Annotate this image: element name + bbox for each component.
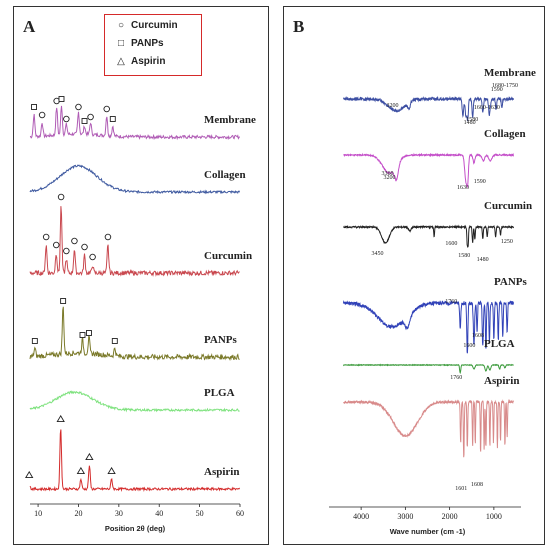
circle-marker-icon: ○	[117, 20, 125, 31]
band-annotation: 1600-1630	[474, 105, 500, 111]
xrd-trace-membrane	[29, 105, 241, 141]
square-peak-marker	[60, 298, 67, 304]
triangle-peak-marker	[107, 466, 116, 475]
series-label-panps: PANPs	[204, 334, 238, 346]
x-tick-label: 60	[236, 509, 244, 518]
xrd-trace-collagen	[29, 164, 241, 195]
circle-peak-marker	[63, 247, 70, 255]
series-label-curcumin: Curcumin	[204, 250, 252, 262]
band-annotation: 1608	[472, 333, 484, 339]
triangle-peak-marker	[85, 452, 94, 461]
square-peak-marker	[79, 332, 86, 338]
band-annotation: 1630	[457, 185, 469, 191]
circle-peak-marker	[42, 233, 50, 241]
series-label-curcumin: Curcumin	[484, 200, 532, 212]
square-marker-icon: □	[117, 38, 125, 49]
circle-peak-marker	[71, 237, 78, 245]
panel-label-b: B	[293, 17, 305, 36]
series-label-membrane: Membrane	[484, 67, 536, 79]
band-annotation: 3360	[381, 171, 393, 177]
series-label-collagen: Collagen	[204, 169, 246, 181]
x-tick-label: 4000	[353, 512, 369, 521]
band-annotation: 1590	[491, 87, 503, 93]
triangle-peak-marker	[76, 466, 86, 475]
series-label-aspirin: Aspirin	[484, 375, 519, 387]
xrd-trace-panps	[29, 306, 240, 362]
square-peak-marker	[58, 96, 65, 102]
circle-peak-marker	[63, 115, 70, 123]
x-axis-title: Position 2θ (deg)	[105, 524, 166, 533]
ftir-chart: Membrane32001680-175015901600-1630158014…	[329, 67, 536, 536]
band-annotation: 1760	[445, 299, 457, 305]
xrd-panel: A ○ Curcumin □ PANPs △ Aspirin Membrane Coll…	[13, 6, 269, 545]
triangle-peak-marker	[56, 414, 65, 423]
x-tick-label: 50	[196, 509, 204, 518]
xrd-trace-curcumin	[29, 206, 240, 277]
panel-label-a: A	[23, 17, 36, 36]
band-annotation: 1600	[463, 343, 475, 349]
circle-peak-marker	[89, 253, 96, 261]
square-peak-marker	[86, 330, 92, 336]
legend-item-curcumin: ○ Curcumin	[115, 19, 178, 33]
band-annotation: 1250	[501, 239, 513, 245]
x-axis-title: Wave number (cm -1)	[390, 527, 466, 536]
circle-peak-marker	[75, 103, 82, 111]
band-annotation: 1480	[477, 257, 489, 263]
circle-peak-marker	[57, 193, 65, 201]
ftir-trace-collagen	[343, 152, 515, 189]
band-annotation: 1590	[474, 179, 486, 185]
band-annotation: 1680-1750	[492, 83, 518, 89]
circle-peak-marker	[81, 243, 88, 251]
series-label-collagen: Collagen	[484, 128, 526, 140]
square-peak-marker	[31, 104, 37, 110]
ftir-trace-membrane	[342, 95, 515, 122]
ftir-trace-panps	[342, 299, 515, 354]
legend-item-aspirin: △ Aspirin	[115, 55, 165, 69]
square-peak-marker	[81, 118, 88, 124]
band-annotation: 1608	[471, 482, 483, 488]
legend-item-panps: □ PANPs	[115, 37, 164, 51]
series-label-panps: PANPs	[494, 276, 528, 288]
series-label-plga: PLGA	[484, 338, 515, 350]
x-tick-label: 1000	[486, 512, 502, 521]
band-annotation: 3200	[387, 103, 399, 109]
triangle-peak-marker	[25, 470, 34, 479]
band-annotation: 1480	[464, 120, 476, 126]
band-annotation: 1760	[450, 375, 462, 381]
circle-peak-marker	[87, 113, 94, 121]
x-tick-label: 2000	[442, 512, 458, 521]
circle-peak-marker	[104, 233, 112, 241]
square-peak-marker	[109, 116, 116, 122]
series-label-aspirin: Aspirin	[204, 466, 239, 478]
band-annotation: 3450	[371, 251, 383, 257]
circle-peak-marker	[38, 111, 46, 119]
x-tick-label: 30	[115, 509, 123, 518]
ftir-trace-plga	[342, 363, 514, 375]
circle-peak-marker	[53, 241, 60, 249]
square-peak-marker	[31, 338, 38, 344]
xrd-trace-plga	[29, 390, 240, 413]
x-tick-label: 40	[155, 509, 163, 518]
band-annotation: 3200	[384, 175, 396, 181]
ftir-trace-curcumin	[343, 224, 515, 248]
ftir-trace-aspirin	[343, 399, 515, 458]
series-label-plga: PLGA	[204, 387, 235, 399]
xrd-trace-aspirin	[29, 429, 241, 493]
x-tick-label: 3000	[397, 512, 413, 521]
band-annotation: 1580	[458, 253, 470, 259]
series-label-membrane: Membrane	[204, 114, 256, 126]
circle-peak-marker	[103, 105, 110, 113]
ftir-panel: B Membrane 3200 1680-1750 1590 1600-1630 1580…	[283, 6, 545, 545]
band-annotation: 1600	[445, 241, 457, 247]
band-annotation: 1580	[466, 117, 478, 123]
x-tick-label: 10	[34, 509, 42, 518]
band-annotation: 1601	[455, 486, 467, 492]
x-tick-label: 20	[74, 509, 82, 518]
square-peak-marker	[111, 338, 118, 344]
legend: ○ Curcumin □ PANPs △ Aspirin	[104, 14, 202, 76]
xrd-chart: Membrane Collagen Curcumin PANPs PLGA Aspirin…	[25, 96, 256, 533]
triangle-marker-icon: △	[117, 56, 125, 67]
